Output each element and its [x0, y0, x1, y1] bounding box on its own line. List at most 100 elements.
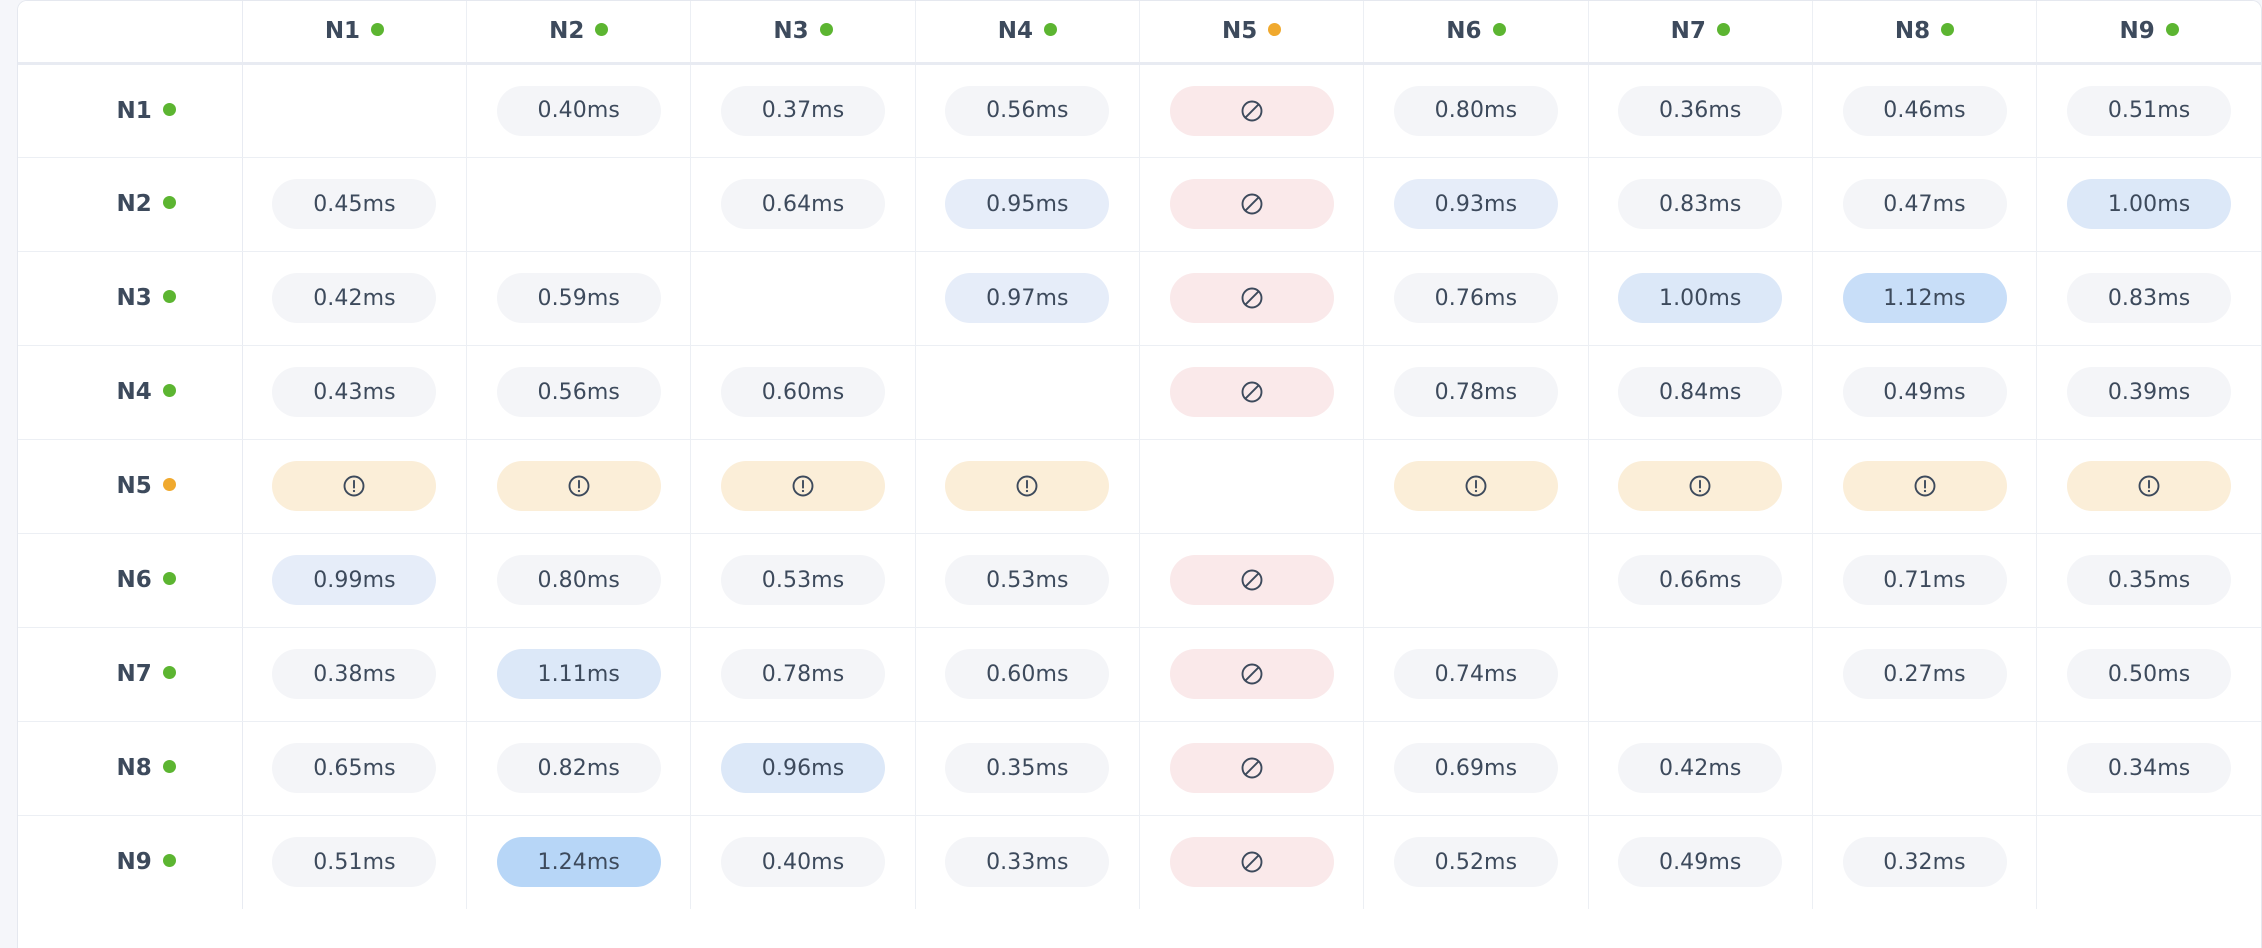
warning-icon	[1618, 461, 1783, 511]
row-header-n1[interactable]: N1	[18, 63, 243, 158]
latency-cell-n5-n3[interactable]	[690, 439, 916, 534]
latency-cell-n9-n7[interactable]: 0.49ms	[1588, 815, 1813, 909]
column-header-n6[interactable]: N6	[1363, 1, 1589, 65]
latency-cell-n3-n6[interactable]: 0.76ms	[1363, 251, 1589, 346]
latency-cell-n5-n2[interactable]	[466, 439, 692, 534]
column-header-n5[interactable]: N5	[1139, 1, 1365, 65]
row-header-n3[interactable]: N3	[18, 251, 243, 346]
latency-cell-n5-n4[interactable]	[915, 439, 1140, 534]
column-header-n7[interactable]: N7	[1588, 1, 1813, 65]
row-header-n5[interactable]: N5	[18, 439, 243, 534]
latency-cell-n7-n2[interactable]: 1.11ms	[466, 627, 692, 722]
latency-cell-n9-n6[interactable]: 0.52ms	[1363, 815, 1589, 909]
latency-cell-n5-n1[interactable]	[242, 439, 468, 534]
latency-cell-n3-n5[interactable]	[1139, 251, 1365, 346]
latency-cell-n2-n9[interactable]: 1.00ms	[2036, 157, 2261, 252]
latency-cell-n8-n9[interactable]: 0.34ms	[2036, 721, 2261, 816]
latency-cell-n2-n4[interactable]: 0.95ms	[915, 157, 1140, 252]
latency-cell-n2-n2	[466, 157, 692, 252]
latency-cell-n1-n8[interactable]: 0.46ms	[1812, 63, 2038, 158]
latency-cell-n9-n8[interactable]: 0.32ms	[1812, 815, 2038, 909]
row-header-n9[interactable]: N9	[18, 815, 243, 909]
latency-cell-n3-n1[interactable]: 0.42ms	[242, 251, 468, 346]
row-header-n4[interactable]: N4	[18, 345, 243, 440]
latency-cell-n1-n9[interactable]: 0.51ms	[2036, 63, 2261, 158]
latency-cell-n1-n3[interactable]: 0.37ms	[690, 63, 916, 158]
latency-cell-n1-n6[interactable]: 0.80ms	[1363, 63, 1589, 158]
latency-cell-n7-n6[interactable]: 0.74ms	[1363, 627, 1589, 722]
latency-cell-n4-n1[interactable]: 0.43ms	[242, 345, 468, 440]
row-header-n6[interactable]: N6	[18, 533, 243, 628]
latency-value: 0.46ms	[1842, 85, 2007, 136]
latency-cell-n9-n4[interactable]: 0.33ms	[915, 815, 1140, 909]
latency-cell-n8-n2[interactable]: 0.82ms	[466, 721, 692, 816]
column-header-n3[interactable]: N3	[690, 1, 916, 65]
latency-cell-n8-n5[interactable]	[1139, 721, 1365, 816]
latency-cell-n7-n3[interactable]: 0.78ms	[690, 627, 916, 722]
latency-cell-n8-n6[interactable]: 0.69ms	[1363, 721, 1589, 816]
latency-cell-n5-n7[interactable]	[1588, 439, 1813, 534]
latency-cell-n3-n8[interactable]: 1.12ms	[1812, 251, 2038, 346]
blocked-icon	[1169, 179, 1334, 229]
latency-cell-n3-n7[interactable]: 1.00ms	[1588, 251, 1813, 346]
latency-cell-n9-n3[interactable]: 0.40ms	[690, 815, 916, 909]
latency-cell-n8-n1[interactable]: 0.65ms	[242, 721, 468, 816]
latency-cell-n2-n5[interactable]	[1139, 157, 1365, 252]
latency-cell-n4-n5[interactable]	[1139, 345, 1365, 440]
row-header-label: N8	[116, 755, 152, 781]
latency-cell-n6-n1[interactable]: 0.99ms	[242, 533, 468, 628]
latency-cell-n2-n8[interactable]: 0.47ms	[1812, 157, 2038, 252]
latency-cell-n7-n1[interactable]: 0.38ms	[242, 627, 468, 722]
status-dot-ok-icon	[2165, 23, 2179, 37]
row-header-n2[interactable]: N2	[18, 157, 243, 252]
latency-cell-n4-n7[interactable]: 0.84ms	[1588, 345, 1813, 440]
row-header-n8[interactable]: N8	[18, 721, 243, 816]
column-header-n2[interactable]: N2	[466, 1, 692, 65]
latency-cell-n6-n7[interactable]: 0.66ms	[1588, 533, 1813, 628]
latency-cell-n2-n7[interactable]: 0.83ms	[1588, 157, 1813, 252]
column-header-n9[interactable]: N9	[2036, 1, 2261, 65]
latency-cell-n3-n2[interactable]: 0.59ms	[466, 251, 692, 346]
latency-cell-n9-n5[interactable]	[1139, 815, 1365, 909]
latency-cell-n5-n8[interactable]	[1812, 439, 2038, 534]
latency-cell-n6-n2[interactable]: 0.80ms	[466, 533, 692, 628]
latency-cell-n5-n9[interactable]	[2036, 439, 2261, 534]
latency-cell-n6-n8[interactable]: 0.71ms	[1812, 533, 2038, 628]
latency-cell-n7-n9[interactable]: 0.50ms	[2036, 627, 2261, 722]
blocked-icon	[1169, 649, 1334, 699]
latency-cell-n1-n5[interactable]	[1139, 63, 1365, 158]
latency-cell-n1-n4[interactable]: 0.56ms	[915, 63, 1140, 158]
latency-cell-n7-n4[interactable]: 0.60ms	[915, 627, 1140, 722]
latency-cell-n6-n9[interactable]: 0.35ms	[2036, 533, 2261, 628]
latency-cell-n2-n3[interactable]: 0.64ms	[690, 157, 916, 252]
column-header-n8[interactable]: N8	[1812, 1, 2038, 65]
column-header-n1[interactable]: N1	[242, 1, 468, 65]
latency-cell-n9-n1[interactable]: 0.51ms	[242, 815, 468, 909]
latency-cell-n8-n7[interactable]: 0.42ms	[1588, 721, 1813, 816]
latency-cell-n8-n4[interactable]: 0.35ms	[915, 721, 1140, 816]
latency-cell-n6-n3[interactable]: 0.53ms	[690, 533, 916, 628]
latency-cell-n6-n4[interactable]: 0.53ms	[915, 533, 1140, 628]
latency-cell-n4-n9[interactable]: 0.39ms	[2036, 345, 2261, 440]
latency-cell-n7-n5[interactable]	[1139, 627, 1365, 722]
latency-cell-n9-n2[interactable]: 1.24ms	[466, 815, 692, 909]
warning-icon	[721, 461, 886, 511]
row-header-n7[interactable]: N7	[18, 627, 243, 722]
latency-cell-n4-n2[interactable]: 0.56ms	[466, 345, 692, 440]
column-header-n4[interactable]: N4	[915, 1, 1140, 65]
latency-cell-n4-n3[interactable]: 0.60ms	[690, 345, 916, 440]
latency-cell-n4-n4	[915, 345, 1140, 440]
latency-cell-n2-n6[interactable]: 0.93ms	[1363, 157, 1589, 252]
latency-cell-n1-n2[interactable]: 0.40ms	[466, 63, 692, 158]
latency-cell-n3-n4[interactable]: 0.97ms	[915, 251, 1140, 346]
latency-cell-n7-n8[interactable]: 0.27ms	[1812, 627, 2038, 722]
latency-cell-n2-n1[interactable]: 0.45ms	[242, 157, 468, 252]
latency-cell-n6-n5[interactable]	[1139, 533, 1365, 628]
latency-cell-n4-n8[interactable]: 0.49ms	[1812, 345, 2038, 440]
latency-cell-n1-n7[interactable]: 0.36ms	[1588, 63, 1813, 158]
latency-cell-n8-n3[interactable]: 0.96ms	[690, 721, 916, 816]
latency-cell-n4-n6[interactable]: 0.78ms	[1363, 345, 1589, 440]
latency-cell-n3-n9[interactable]: 0.83ms	[2036, 251, 2261, 346]
latency-cell-n5-n6[interactable]	[1363, 439, 1589, 534]
latency-value: 0.42ms	[1618, 743, 1783, 793]
